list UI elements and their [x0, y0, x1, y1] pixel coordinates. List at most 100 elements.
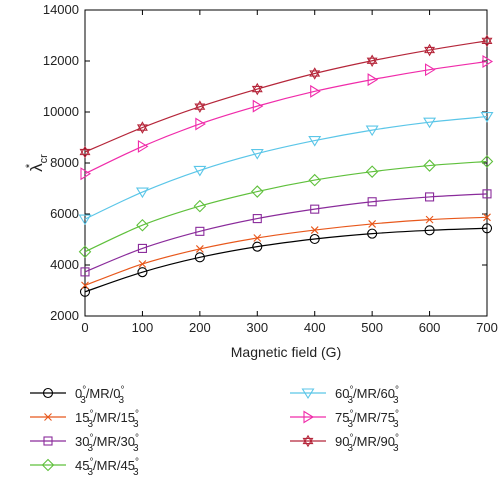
y-axis-label-sub: cr — [38, 154, 50, 164]
data-point — [138, 260, 147, 268]
data-point — [135, 187, 149, 199]
data-point — [367, 73, 379, 87]
data-point — [483, 213, 491, 222]
legend-item: 60° 3/MR/60° 3 — [290, 385, 399, 406]
legend-marker — [42, 387, 54, 399]
data-point — [308, 173, 321, 187]
legend-marker — [44, 413, 52, 421]
x-tick-label: 100 — [132, 320, 154, 335]
data-point — [252, 214, 262, 224]
data-point — [425, 192, 435, 202]
y-axis-label-sup: * — [24, 163, 36, 168]
series-90 — [79, 34, 493, 159]
y-tick-label: 6000 — [50, 206, 79, 221]
x-tick-label: 300 — [246, 320, 268, 335]
legend-item: 0° 3/MR/0° 3 — [30, 385, 124, 406]
legend-marker — [43, 436, 53, 446]
data-point — [194, 252, 205, 263]
data-point — [137, 267, 148, 278]
data-point — [365, 165, 379, 178]
data-point — [482, 189, 492, 199]
series-line — [84, 160, 488, 253]
data-point — [425, 215, 434, 224]
legend-label: 90° 3/MR/90° 3 — [335, 433, 399, 454]
x-tick-label: 400 — [304, 320, 326, 335]
x-axis-ticks: 0 100 200 300 400 500 600 700 — [81, 10, 498, 335]
series-45 — [78, 155, 494, 259]
data-point — [252, 99, 264, 113]
legend-label: 45° 3/MR/45° 3 — [75, 457, 139, 478]
data-point — [424, 225, 435, 236]
data-point — [423, 159, 436, 172]
series-line — [84, 40, 488, 153]
data-point — [309, 233, 320, 245]
x-axis-label: Magnetic field (G) — [231, 344, 341, 360]
data-point — [423, 117, 437, 129]
data-point — [195, 245, 204, 253]
data-point — [136, 121, 148, 134]
data-point — [80, 167, 92, 181]
data-point — [81, 281, 89, 290]
x-tick-label: 500 — [361, 320, 383, 335]
data-point — [251, 185, 264, 198]
data-point — [253, 234, 262, 242]
data-point — [195, 117, 206, 131]
x-tick-label: 600 — [419, 320, 441, 335]
data-point — [137, 139, 149, 153]
x-tick-label: 700 — [476, 320, 498, 335]
data-point — [252, 241, 263, 252]
data-point — [136, 218, 149, 232]
data-point — [78, 214, 92, 226]
legend-label: 0° 3/MR/0° 3 — [75, 385, 124, 406]
legend-item: 75° 3/MR/75° 3 — [290, 409, 399, 430]
data-point — [368, 220, 377, 228]
data-point — [193, 165, 207, 177]
x-tick-label: 0 — [81, 320, 88, 335]
legend-marker — [41, 458, 55, 472]
series-0 — [79, 223, 493, 297]
series-30 — [80, 189, 492, 277]
data-point — [310, 204, 320, 214]
data-point — [79, 286, 91, 297]
data-point — [480, 155, 494, 168]
data-point — [480, 112, 494, 123]
legend-item: 45° 3/MR/45° 3 — [30, 457, 139, 478]
data-point — [137, 243, 147, 253]
data-point — [78, 245, 92, 259]
y-axis-ticks: 2000 4000 6000 8000 10000 12000 14000 — [43, 2, 487, 323]
legend-label: 30° 3/MR/30° 3 — [75, 433, 139, 454]
legend-item: 15° 3/MR/15° 3 — [30, 409, 139, 430]
legend-label: 60° 3/MR/60° 3 — [335, 385, 399, 406]
legend-item: 30° 3/MR/30° 3 — [30, 433, 139, 454]
series-60 — [78, 112, 494, 226]
data-point — [310, 84, 321, 98]
data-point — [481, 34, 493, 48]
y-tick-label: 12000 — [43, 53, 79, 68]
data-point — [481, 223, 493, 234]
data-point — [310, 226, 319, 234]
series-line — [84, 193, 488, 273]
data-point — [80, 267, 90, 277]
data-point — [366, 54, 378, 68]
legend-item: 90° 3/MR/90° 3 — [290, 433, 399, 454]
series-line — [84, 60, 488, 175]
legend: 0° 3/MR/0° 3 15° 3/MR/15° 3 30° 3/MR/30° 3 45° 3/M… — [30, 385, 399, 478]
series-line — [84, 216, 488, 286]
legend-marker — [302, 434, 314, 448]
data-point — [194, 100, 206, 113]
series-layer — [78, 34, 494, 297]
data-point — [193, 199, 207, 213]
series-line — [84, 227, 488, 293]
y-axis-label-main: λ — [27, 163, 46, 172]
data-point — [367, 197, 377, 207]
data-point — [79, 145, 91, 159]
legend-marker — [303, 410, 315, 424]
y-tick-label: 8000 — [50, 155, 79, 170]
data-point — [482, 55, 494, 68]
x-tick-label: 200 — [189, 320, 211, 335]
legend-label: 15° 3/MR/15° 3 — [75, 409, 139, 430]
data-point — [365, 125, 379, 137]
data-point — [251, 82, 263, 96]
series-15 — [81, 213, 491, 290]
